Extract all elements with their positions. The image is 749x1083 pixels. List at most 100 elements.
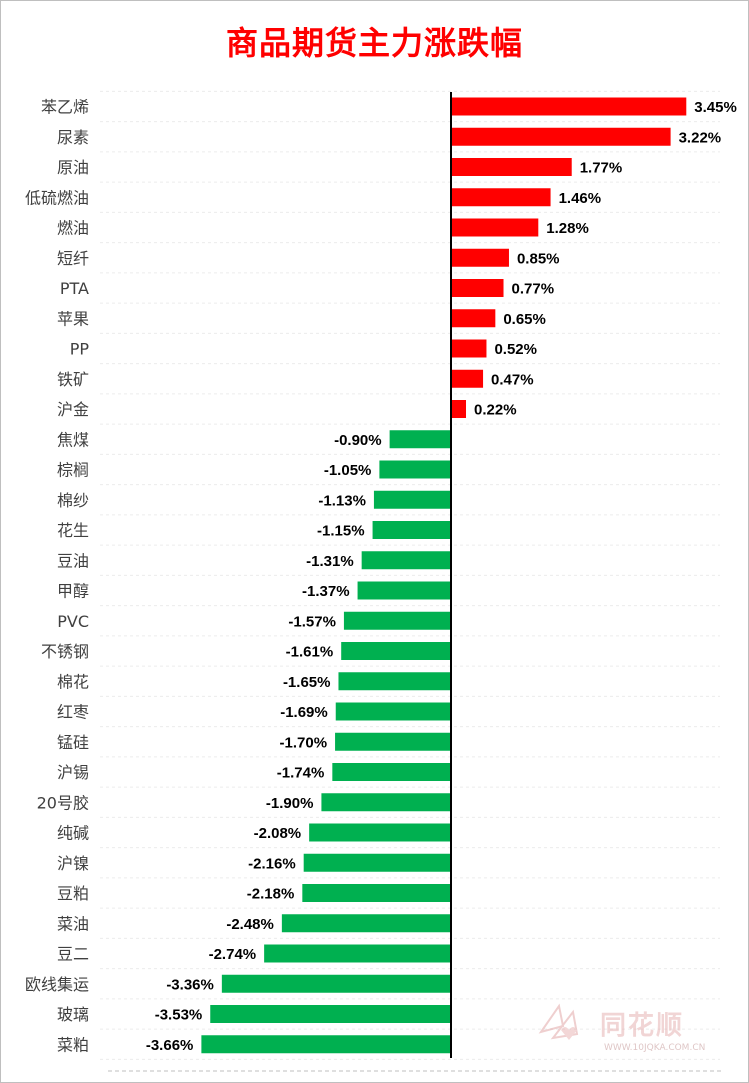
value-label: 1.77% xyxy=(580,160,623,177)
value-label: 0.85% xyxy=(517,250,560,267)
category-label: 纯碱 xyxy=(57,824,89,843)
bar xyxy=(373,490,451,509)
bar xyxy=(309,823,451,842)
value-label: -1.57% xyxy=(288,613,336,630)
category-label: 甲醇 xyxy=(57,582,89,601)
bar xyxy=(451,400,467,418)
category-label: 原油 xyxy=(57,158,89,177)
category-label: 锰硅 xyxy=(57,733,89,752)
bar xyxy=(451,279,504,297)
bar xyxy=(451,218,539,237)
value-label: -1.74% xyxy=(277,765,325,782)
bar xyxy=(451,309,496,328)
category-label: PVC xyxy=(57,612,89,631)
value-label: -1.05% xyxy=(324,462,372,479)
category-label: 棕榈 xyxy=(57,461,89,480)
value-label: -1.31% xyxy=(306,553,354,570)
watermark-logo-icon xyxy=(538,1003,579,1040)
bar xyxy=(451,339,487,358)
value-label: 0.22% xyxy=(474,402,517,419)
value-label: -1.69% xyxy=(280,704,328,721)
category-label: 燃油 xyxy=(57,219,89,238)
bar xyxy=(357,581,451,600)
bar xyxy=(451,369,484,388)
bar xyxy=(361,551,451,570)
watermark-brand: 同花顺 xyxy=(600,1011,685,1041)
category-label: 不锈钢 xyxy=(41,642,89,661)
category-label: 豆粕 xyxy=(57,884,89,903)
bar xyxy=(332,763,451,781)
category-label: 红枣 xyxy=(57,703,89,722)
bar xyxy=(335,702,451,721)
bar xyxy=(335,732,451,751)
chart-title: 商品期货主力涨跌幅 xyxy=(225,24,523,62)
value-label: -1.13% xyxy=(318,492,366,509)
category-label: 豆二 xyxy=(57,945,89,964)
category-label: 沪金 xyxy=(57,400,89,419)
bar xyxy=(451,158,572,176)
category-label: 棉纱 xyxy=(57,491,89,510)
value-label: 0.65% xyxy=(503,311,546,328)
value-label: 3.45% xyxy=(694,99,737,116)
bar xyxy=(338,672,451,691)
category-label: 玻璃 xyxy=(57,1005,89,1024)
value-label: -1.70% xyxy=(280,734,328,751)
value-label: -1.90% xyxy=(266,795,314,812)
bar xyxy=(341,642,451,660)
bar xyxy=(303,853,451,872)
bar xyxy=(451,248,509,267)
category-label: 花生 xyxy=(57,521,89,540)
value-label: -2.08% xyxy=(254,825,302,842)
bar xyxy=(343,611,451,630)
category-label: 尿素 xyxy=(57,128,89,147)
bar xyxy=(451,97,687,116)
bar xyxy=(451,188,551,207)
value-label: -3.66% xyxy=(146,1037,194,1054)
value-label: -1.65% xyxy=(283,674,331,691)
category-label: PP xyxy=(70,340,90,359)
value-label: -2.48% xyxy=(226,916,274,933)
value-label: -3.53% xyxy=(155,1007,203,1024)
value-label: 0.52% xyxy=(494,341,537,358)
category-label: 焦煤 xyxy=(57,430,89,449)
value-label: 0.47% xyxy=(491,371,534,388)
category-label: 苯乙烯 xyxy=(41,98,89,117)
bar xyxy=(321,793,451,812)
bar xyxy=(302,884,451,902)
bar xyxy=(451,127,671,146)
category-label: 棉花 xyxy=(57,672,89,691)
category-label: 沪锡 xyxy=(57,763,89,782)
value-label: -2.74% xyxy=(209,946,257,963)
category-label: 菜粕 xyxy=(57,1035,89,1054)
value-label: 1.46% xyxy=(559,190,602,207)
bar xyxy=(201,1035,451,1054)
category-label: 苹果 xyxy=(57,309,89,328)
bar xyxy=(281,914,451,933)
bar xyxy=(379,460,451,479)
value-label: -1.15% xyxy=(317,523,365,540)
value-label: -1.37% xyxy=(302,583,350,600)
value-label: -0.90% xyxy=(334,432,382,449)
category-label: 20号胶 xyxy=(37,793,89,812)
category-label: 菜油 xyxy=(57,914,89,933)
value-label: 0.77% xyxy=(512,281,555,298)
bar xyxy=(264,944,451,963)
value-label: -2.18% xyxy=(247,886,295,903)
bar xyxy=(210,1005,451,1023)
category-label: 豆油 xyxy=(57,551,89,570)
bar xyxy=(221,974,451,993)
category-label: 欧线集运 xyxy=(25,975,89,994)
bar xyxy=(389,430,451,449)
category-label: 沪镍 xyxy=(57,854,89,873)
bar xyxy=(372,521,451,539)
value-label: -1.61% xyxy=(286,644,334,661)
category-label: 短纤 xyxy=(57,249,89,268)
category-label: PTA xyxy=(60,279,89,298)
value-label: -3.36% xyxy=(166,976,214,993)
category-label: 铁矿 xyxy=(57,370,89,389)
value-label: 1.28% xyxy=(546,220,589,237)
watermark-url: WWW.10JQKA.COM.CN xyxy=(604,1043,706,1053)
value-label: 3.22% xyxy=(679,129,722,146)
category-label: 低硫燃油 xyxy=(25,188,89,207)
